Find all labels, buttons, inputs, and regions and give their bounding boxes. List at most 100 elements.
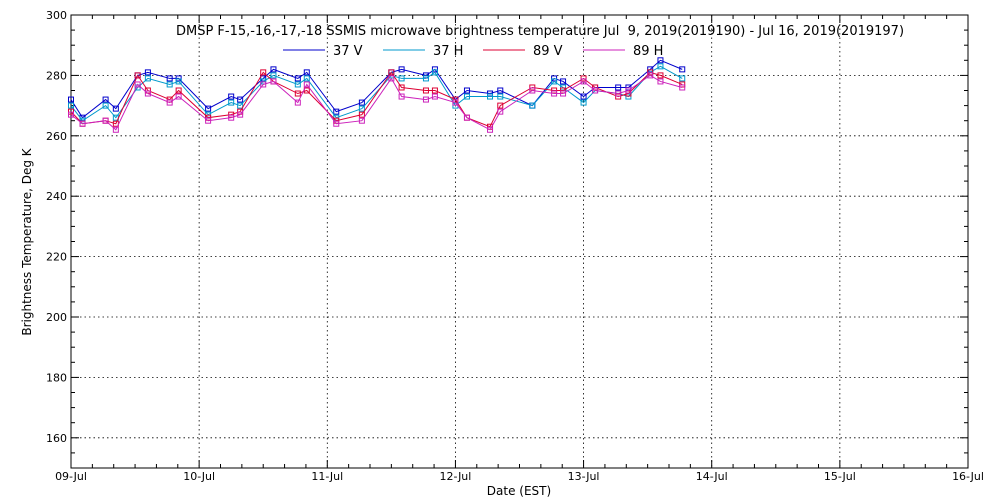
data-point-marker — [431, 93, 438, 100]
y-tick-label: 300 — [46, 9, 67, 22]
x-tick-label: 10-Jul — [183, 470, 215, 483]
data-point-marker — [68, 96, 74, 103]
data-point-marker — [175, 93, 182, 100]
data-point-marker — [294, 99, 301, 106]
data-point-marker — [270, 72, 277, 79]
data-point-marker — [294, 90, 301, 97]
data-point-marker — [237, 96, 244, 103]
data-point-marker — [333, 108, 340, 115]
series-89-h — [68, 72, 686, 133]
data-point-marker — [422, 75, 429, 82]
data-point-marker — [657, 78, 664, 85]
legend: 37 V 37 H 89 V 89 H — [283, 44, 663, 59]
legend-item: 37 V — [283, 44, 363, 59]
data-point-marker — [79, 120, 86, 127]
data-point-marker — [112, 105, 119, 112]
data-point-marker — [237, 102, 244, 109]
data-point-marker — [294, 81, 301, 88]
data-point-marker — [580, 93, 587, 100]
series-line — [70, 71, 683, 128]
data-point-marker — [679, 75, 686, 82]
data-point-marker — [398, 93, 405, 100]
data-point-marker — [431, 87, 438, 94]
data-point-marker — [615, 84, 622, 91]
data-point-marker — [497, 108, 504, 115]
data-point-marker — [497, 87, 504, 94]
x-axis-title: Date (EST) — [487, 484, 551, 498]
legend-item: 89 V — [483, 44, 563, 59]
data-point-marker — [657, 72, 664, 79]
series-line — [70, 74, 683, 131]
data-point-marker — [166, 99, 173, 106]
chart-title: DMSP F-15,-16,-17,-18 SSMIS microwave br… — [176, 24, 904, 39]
x-tick-label: 14-Jul — [696, 470, 728, 483]
legend-item: 37 H — [383, 44, 463, 59]
series-line — [70, 65, 683, 122]
legend-label: 89 V — [533, 44, 563, 59]
data-point-marker — [205, 105, 212, 112]
data-point-marker — [398, 84, 405, 91]
data-point-marker — [487, 90, 494, 97]
data-point-marker — [388, 75, 395, 82]
data-point-marker — [303, 75, 310, 82]
data-point-marker — [68, 108, 74, 115]
data-point-marker — [134, 81, 141, 88]
data-point-marker — [112, 126, 119, 133]
data-point-marker — [166, 75, 173, 82]
series-layer — [68, 57, 686, 133]
y-tick-label: 180 — [46, 371, 67, 384]
data-point-marker — [358, 111, 365, 118]
data-point-marker — [560, 78, 567, 85]
y-tick-label: 160 — [46, 432, 67, 445]
data-point-marker — [144, 90, 151, 97]
data-point-marker — [463, 114, 470, 121]
data-point-marker — [134, 72, 141, 79]
data-point-marker — [388, 69, 395, 76]
data-point-marker — [529, 84, 536, 91]
data-point-marker — [580, 99, 587, 106]
data-point-marker — [679, 66, 686, 73]
data-point-marker — [294, 75, 301, 82]
data-point-marker — [303, 81, 310, 88]
series-line — [70, 59, 683, 119]
data-point-marker — [497, 93, 504, 100]
data-point-marker — [452, 99, 459, 106]
x-tick-label: 12-Jul — [439, 470, 471, 483]
data-point-marker — [657, 57, 664, 64]
data-point-marker — [398, 75, 405, 82]
plot-frame — [70, 14, 969, 469]
legend-label: 89 H — [633, 44, 663, 59]
data-point-marker — [175, 87, 182, 94]
data-point-marker — [68, 111, 74, 118]
data-point-marker — [358, 117, 365, 124]
data-point-marker — [144, 75, 151, 82]
legend-item: 89 H — [583, 44, 663, 59]
data-point-marker — [551, 90, 558, 97]
data-point-marker — [228, 99, 235, 106]
data-point-marker — [237, 111, 244, 118]
data-point-marker — [144, 69, 151, 76]
data-point-marker — [270, 66, 277, 73]
data-point-marker — [175, 78, 182, 85]
x-tick-label: 15-Jul — [824, 470, 856, 483]
y-tick-label: 280 — [46, 69, 67, 82]
data-point-marker — [228, 93, 235, 100]
data-point-marker — [102, 96, 109, 103]
data-point-marker — [551, 87, 558, 94]
data-point-marker — [463, 93, 470, 100]
data-point-marker — [592, 87, 599, 94]
data-point-marker — [497, 102, 504, 109]
x-tick-label: 16-Jul — [952, 470, 984, 483]
legend-label: 37 H — [433, 44, 463, 59]
data-point-marker — [228, 114, 235, 121]
legend-label: 37 V — [333, 44, 363, 59]
data-point-marker — [487, 126, 494, 133]
x-tick-label: 13-Jul — [568, 470, 600, 483]
data-point-marker — [260, 81, 267, 88]
data-point-marker — [625, 87, 632, 94]
data-point-marker — [580, 78, 587, 85]
data-point-marker — [102, 117, 109, 124]
data-point-marker — [422, 87, 429, 94]
x-tick-label: 11-Jul — [311, 470, 343, 483]
data-point-marker — [679, 84, 686, 91]
